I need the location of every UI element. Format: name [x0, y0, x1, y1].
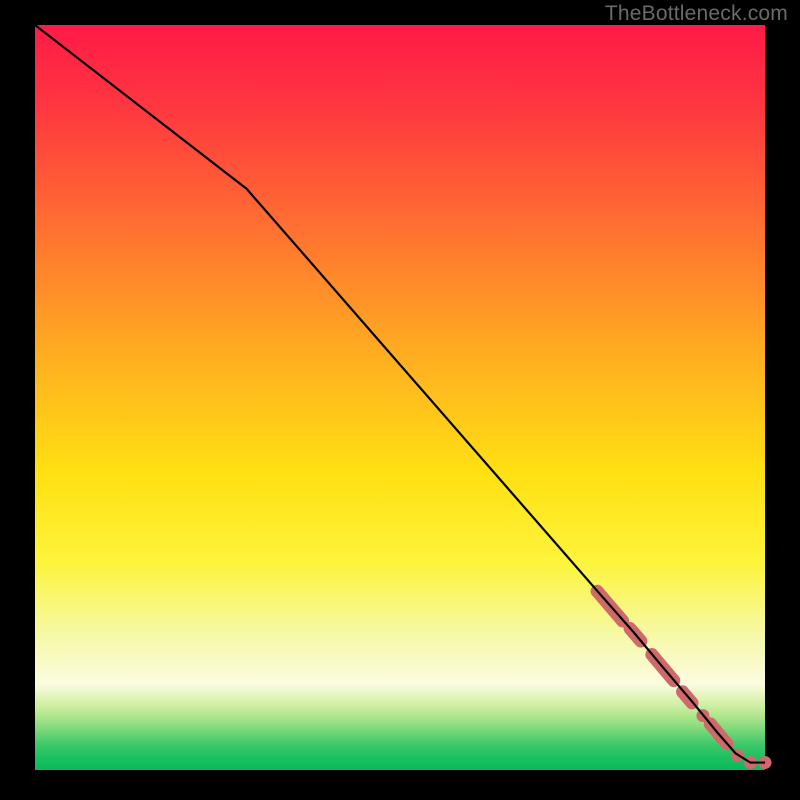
chart-stage: TheBottleneck.com: [0, 0, 800, 800]
bottleneck-chart: [0, 0, 800, 800]
watermark-text: TheBottleneck.com: [605, 2, 788, 26]
